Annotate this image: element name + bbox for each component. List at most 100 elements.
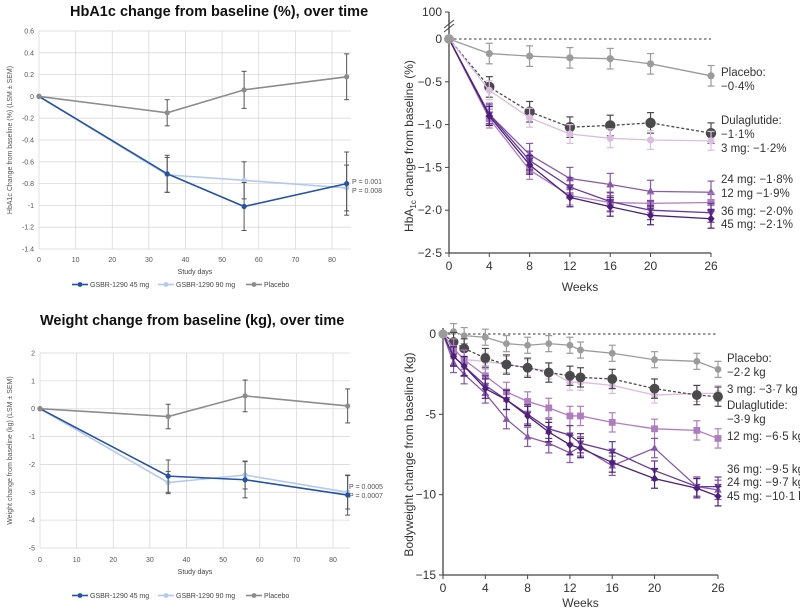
y-tick-label: 0 — [31, 406, 35, 413]
data-point — [707, 137, 715, 145]
x-tick-label: 8 — [524, 581, 531, 595]
x-axis-label: Weeks — [562, 596, 598, 610]
y-axis-label: Bodyweight change from baseline (kg) — [402, 352, 416, 556]
legend-item: GSBR-1290 45 mg — [72, 282, 149, 289]
y-tick-label: 0.6 — [24, 29, 34, 36]
legend-label: GSBR-1290 90 mg — [176, 593, 235, 600]
data-point — [543, 367, 554, 378]
data-point — [707, 72, 715, 80]
legend-swatch-marker — [251, 282, 257, 287]
series-45-mg: 45 mg: −2·1% — [444, 34, 793, 231]
data-point — [608, 448, 616, 456]
data-point — [165, 413, 171, 420]
series-line — [39, 408, 348, 496]
data-point — [693, 357, 701, 365]
series-end-label: 12 mg: −6·5 kg — [727, 431, 800, 443]
x-tick-label: 0 — [446, 259, 453, 273]
legend-label: GSBR-1290 45 mg — [90, 282, 149, 289]
x-tick-label: 0 — [38, 557, 42, 564]
x-tick-label: 40 — [182, 257, 190, 264]
series-45-mg: 45 mg: −10·1 kg — [438, 329, 800, 507]
y-tick-label: 2 — [31, 351, 35, 358]
series-end-label: −2·2 kg — [727, 367, 766, 379]
y-tick-label: 1 — [31, 378, 35, 385]
y-tick-label: 0 — [435, 32, 442, 46]
series-line — [448, 38, 712, 77]
x-tick-label: 70 — [292, 557, 300, 564]
y-tick-label: -3 — [29, 490, 35, 497]
x-tick-label: 40 — [183, 557, 191, 564]
x-tick-label: 20 — [644, 259, 658, 273]
data-point — [606, 55, 614, 63]
y-tick-label: 0 — [429, 327, 436, 341]
data-point — [503, 340, 510, 348]
data-point — [526, 52, 534, 60]
data-point — [502, 415, 511, 422]
data-point — [649, 383, 660, 394]
series-end-label: 45 mg: −2·1% — [721, 219, 793, 231]
x-tick-label: 50 — [219, 557, 227, 564]
legend-swatch-marker — [77, 593, 83, 598]
data-point — [450, 352, 457, 361]
x-tick-label: 60 — [256, 557, 264, 564]
p-value-annotation: P = 0.001 — [352, 179, 382, 186]
data-point — [522, 362, 533, 373]
series-line — [39, 395, 348, 418]
data-point — [606, 134, 614, 142]
y-tick-label: -0.8 — [22, 181, 34, 188]
y-tick-label: -0.4 — [22, 138, 34, 145]
series-end-label: 45 mg: −10·1 kg — [727, 491, 800, 503]
legend-swatch-marker — [77, 282, 83, 287]
data-point — [577, 443, 584, 453]
data-point — [564, 370, 575, 381]
y-tick-label: -0.6 — [22, 159, 34, 166]
data-point — [164, 110, 170, 116]
y-tick-label: -0.2 — [22, 116, 34, 123]
x-tick-label: 20 — [108, 257, 116, 264]
data-point — [344, 74, 350, 80]
y-tick-label: 0.2 — [24, 72, 34, 79]
x-tick-label: 16 — [604, 259, 618, 273]
x-tick-label: 12 — [563, 581, 577, 595]
y-axis-label: HbA1c Change from baseline (%) (LSM ± SE… — [7, 66, 14, 214]
data-point — [651, 474, 658, 483]
data-point — [242, 393, 248, 399]
data-point — [241, 177, 247, 183]
data-point — [524, 341, 532, 349]
series-end-label: Placebo: — [727, 353, 772, 365]
y-tick-label: -5 — [425, 407, 436, 421]
series-end-label: 12 mg −1·9% — [721, 188, 790, 200]
data-point — [713, 391, 723, 402]
x-tick-label: 4 — [486, 259, 493, 273]
y-tick-label: 0 — [30, 94, 34, 101]
y-tick-label: −15 — [416, 568, 437, 582]
x-tick-label: 60 — [255, 257, 263, 264]
p-value-annotation: P = 0.0005 — [349, 484, 383, 491]
data-point — [651, 425, 658, 433]
series-end-label: 3 mg: −3·7 kg — [727, 384, 798, 396]
data-point — [450, 328, 457, 335]
data-point — [524, 398, 532, 405]
x-tick-label: 12 — [563, 259, 577, 273]
data-point — [566, 412, 574, 420]
data-point — [345, 403, 351, 409]
legend-label: GSBR-1290 45 mg — [90, 593, 149, 600]
data-point — [693, 484, 701, 493]
data-point — [164, 171, 170, 177]
data-point — [566, 130, 574, 138]
data-point — [485, 49, 493, 58]
data-point — [607, 374, 618, 384]
legend-item: Placebo — [246, 282, 289, 289]
x-tick-label: 30 — [145, 257, 153, 264]
data-point — [606, 202, 614, 212]
p-value-annotation: P = 0.008 — [352, 188, 382, 195]
y-tick-label: -1.2 — [22, 225, 34, 232]
series-placebo: Placebo: −2·2 kg — [438, 322, 772, 379]
series-end-label: 24 mg: −9·7 kg — [727, 477, 800, 489]
legend-label: Placebo — [264, 282, 289, 289]
series-line — [38, 95, 347, 208]
data-point — [651, 356, 658, 364]
data-point — [460, 332, 468, 340]
